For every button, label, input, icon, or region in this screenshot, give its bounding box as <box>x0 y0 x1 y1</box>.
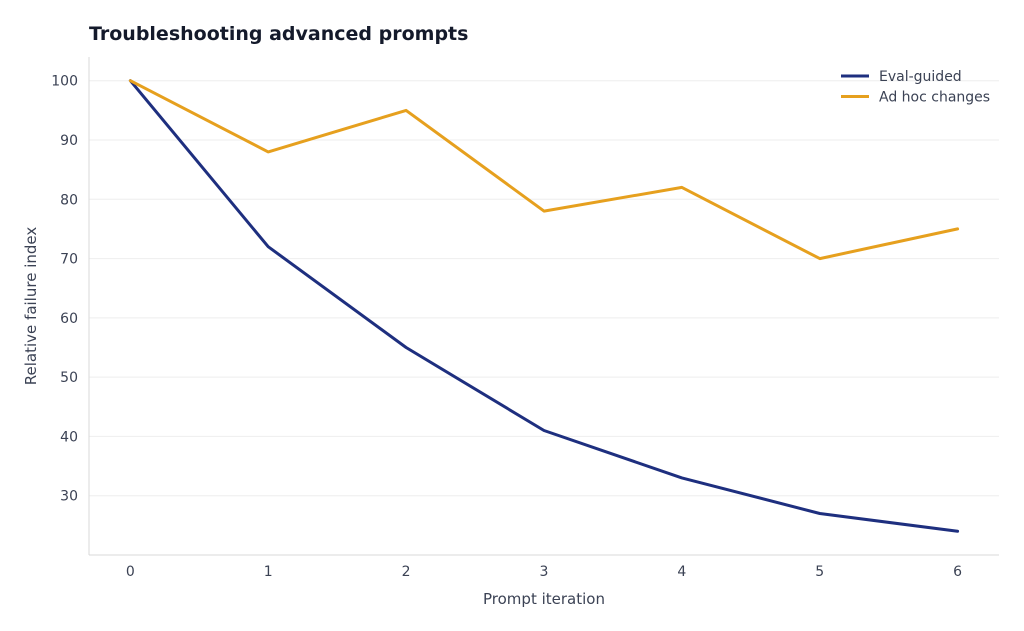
y-tick-label: 90 <box>60 133 78 149</box>
x-tick-label: 0 <box>126 564 135 580</box>
y-tick-label: 50 <box>60 370 78 386</box>
legend: Eval-guided Ad hoc changes <box>841 69 990 106</box>
y-tick-label: 100 <box>51 74 78 90</box>
y-tick-label: 60 <box>60 311 78 327</box>
gridlines <box>89 80 999 497</box>
chart-title: Troubleshooting advanced prompts <box>89 23 468 45</box>
x-tick-label: 2 <box>402 564 411 580</box>
legend-label: Eval-guided <box>879 69 962 85</box>
y-tick-label: 30 <box>60 489 78 505</box>
x-tick-label: 5 <box>815 564 824 580</box>
legend-label: Ad hoc changes <box>879 90 990 106</box>
y-axis-label: Relative failure index <box>22 227 40 386</box>
series-line-ad-hoc-changes <box>128 79 960 261</box>
y-tick-label: 40 <box>60 429 78 445</box>
axes: 30 40 50 60 70 80 90 100 0 1 2 3 4 5 6 <box>51 57 999 580</box>
series-line-eval-guided <box>128 79 960 533</box>
x-tick-label: 1 <box>264 564 273 580</box>
y-tick-label: 80 <box>60 192 78 208</box>
x-axis-label: Prompt iteration <box>483 590 605 608</box>
series-lines <box>128 79 960 533</box>
x-tick-label: 3 <box>540 564 549 580</box>
x-tick-label: 6 <box>953 564 962 580</box>
x-tick-label: 4 <box>677 564 686 580</box>
y-tick-label: 70 <box>60 252 78 268</box>
